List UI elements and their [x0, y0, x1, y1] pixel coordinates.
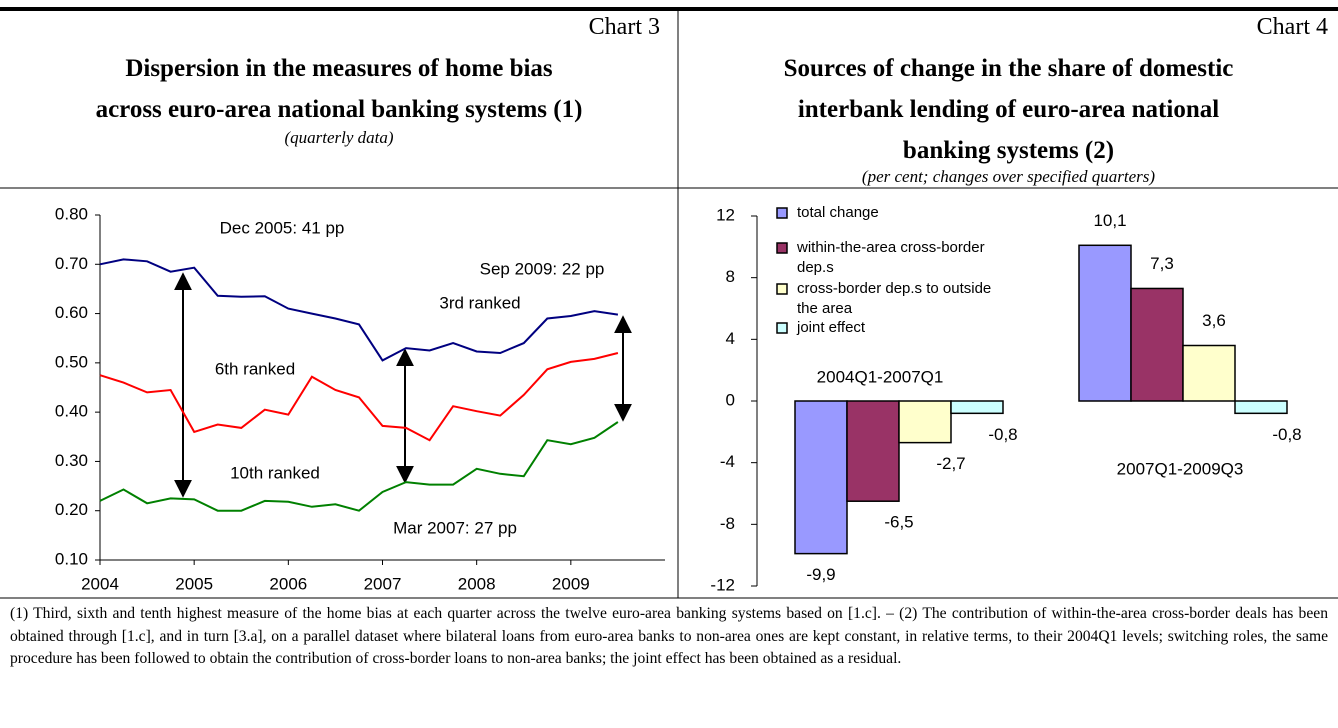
- annotation: Dec 2005: 41 pp: [220, 218, 345, 237]
- bar: [1078, 244, 1132, 402]
- value-label: -0,8: [1272, 425, 1301, 444]
- category-label: 2007Q1-2009Q3: [1117, 459, 1244, 478]
- series-label: 6th ranked: [215, 359, 295, 378]
- bar: [950, 400, 1004, 415]
- series-label: 3rd ranked: [439, 293, 520, 312]
- y-tick-label: 0.70: [55, 254, 88, 273]
- y-tick-label: -4: [720, 452, 735, 471]
- x-tick-label: 2004: [81, 574, 119, 593]
- value-label: -0,8: [988, 425, 1017, 444]
- y-tick-label: 0.50: [55, 352, 88, 371]
- legend-swatch: [776, 207, 788, 219]
- series-label: 10th ranked: [230, 463, 320, 482]
- footnote: (1) Third, sixth and tenth highest measu…: [10, 605, 1328, 667]
- x-tick-label: 2005: [175, 574, 213, 593]
- series-line: [99, 352, 619, 442]
- x-tick-label: 2008: [458, 574, 496, 593]
- legend-label: total change: [797, 204, 879, 221]
- legend-swatch: [776, 322, 788, 334]
- bar: [794, 400, 848, 555]
- annotation: Mar 2007: 27 pp: [393, 518, 517, 537]
- y-tick-label: 0.80: [55, 204, 88, 223]
- x-tick-label: 2006: [269, 574, 307, 593]
- annotation: Sep 2009: 22 pp: [480, 259, 605, 278]
- y-tick-label: 8: [726, 267, 735, 286]
- legend-swatch: [776, 283, 788, 295]
- chart-title: Sources of change in the share of domest…: [783, 55, 1234, 164]
- value-label: -6,5: [884, 513, 913, 532]
- y-tick-label: 0.30: [55, 451, 88, 470]
- value-label: -9,9: [806, 565, 835, 584]
- series-line: [99, 258, 619, 362]
- value-label: 10,1: [1093, 211, 1126, 230]
- chart-subtitle: (per cent; changes over specified quarte…: [861, 167, 1156, 186]
- y-tick-label: -12: [710, 575, 735, 594]
- y-tick-label: 12: [716, 205, 735, 224]
- bar: [846, 400, 900, 502]
- value-label: 7,3: [1150, 254, 1174, 273]
- charts: Dec 2005: 41 pp Sep 2009: 22 pp Mar 2007…: [0, 7, 1338, 599]
- legend-swatch: [776, 242, 788, 254]
- y-tick-label: -8: [720, 514, 735, 533]
- legend-label: joint effect: [796, 319, 866, 336]
- legend-label: cross-border dep.s to outside the area: [797, 280, 995, 317]
- series-line: [99, 421, 619, 512]
- x-tick-label: 2007: [364, 574, 402, 593]
- legend-label: within-the-area cross-border dep.s: [796, 239, 989, 276]
- chart-label: Chart 3: [588, 14, 660, 40]
- bar: [898, 400, 952, 444]
- value-label: 3,6: [1202, 311, 1226, 330]
- category-label: 2004Q1-2007Q1: [817, 367, 944, 386]
- y-tick-label: 4: [726, 329, 735, 348]
- chart-label: Chart 4: [1256, 14, 1328, 40]
- y-tick-label: 0.10: [55, 549, 88, 568]
- chart-subtitle: (quarterly data): [284, 128, 394, 147]
- bar: [1130, 287, 1184, 402]
- chart-title: Dispersion in the measures of home bias …: [95, 55, 583, 123]
- y-tick-label: 0.60: [55, 303, 88, 322]
- bar: [1182, 344, 1236, 402]
- y-tick-label: 0: [726, 390, 735, 409]
- y-tick-label: 0.20: [55, 500, 88, 519]
- value-label: -2,7: [936, 454, 965, 473]
- bar: [1234, 400, 1288, 415]
- y-tick-label: 0.40: [55, 402, 88, 421]
- x-tick-label: 2009: [552, 574, 590, 593]
